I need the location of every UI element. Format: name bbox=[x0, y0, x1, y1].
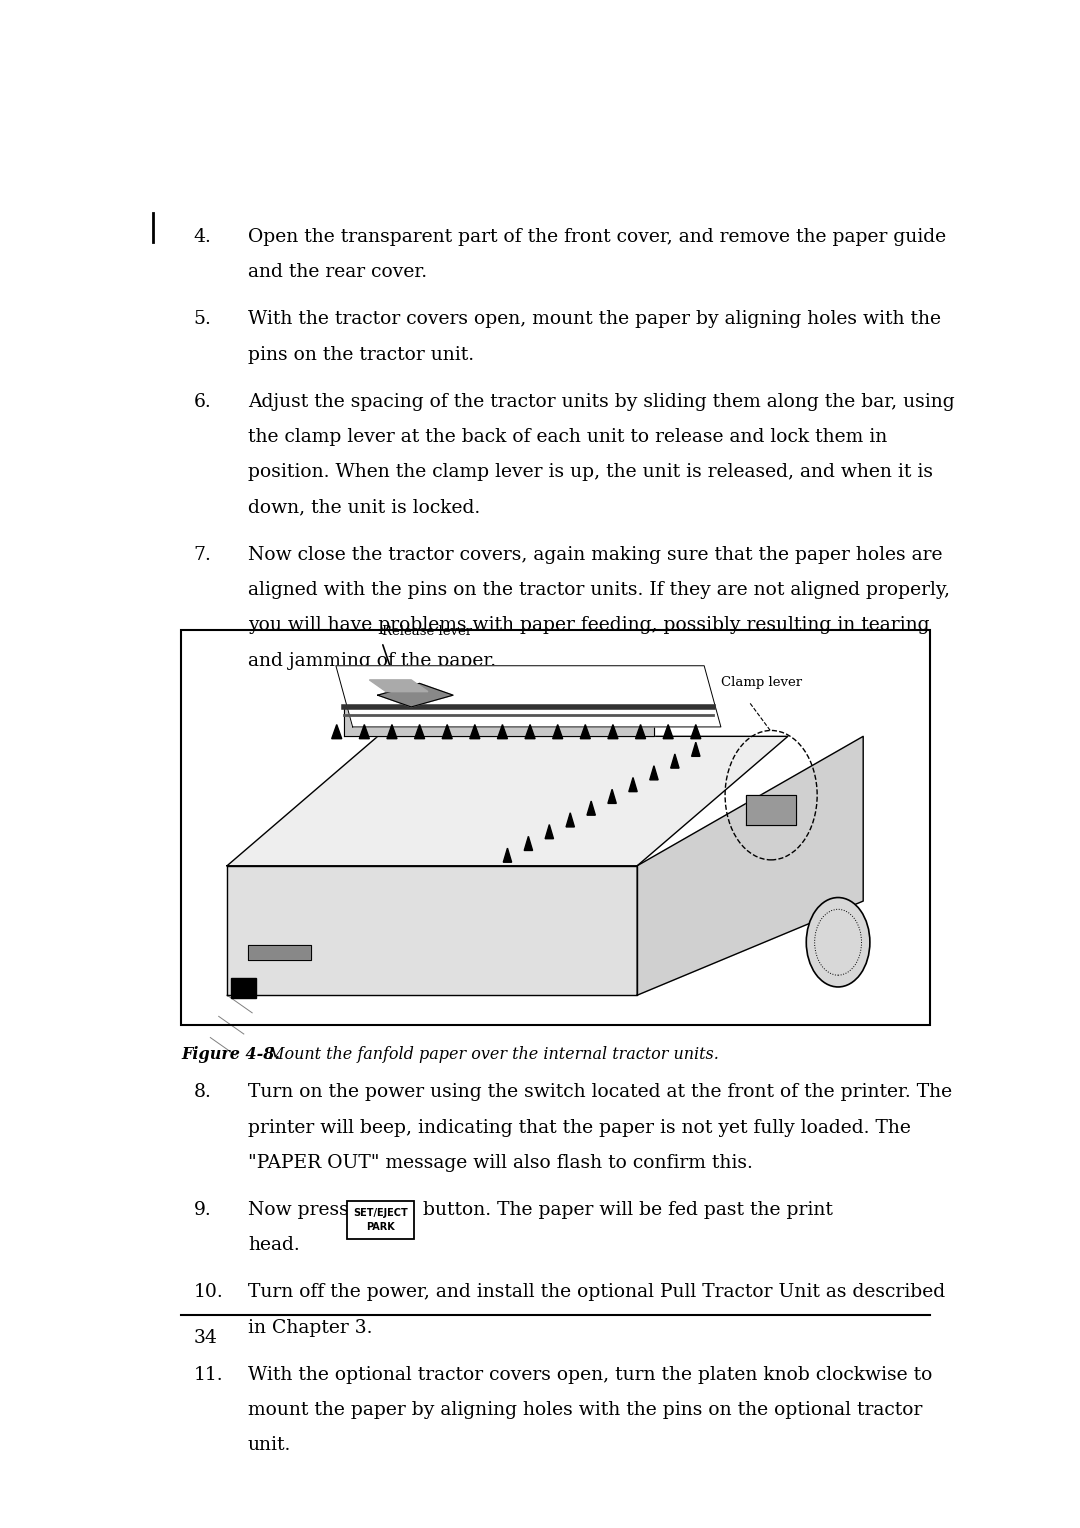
Text: you will have problems with paper feeding, possibly resulting in tearing: you will have problems with paper feedin… bbox=[248, 616, 930, 634]
Text: and jamming of the paper.: and jamming of the paper. bbox=[248, 651, 496, 669]
Polygon shape bbox=[415, 724, 424, 738]
Text: aligned with the pins on the tractor units. If they are not aligned properly,: aligned with the pins on the tractor uni… bbox=[248, 581, 950, 599]
Text: 11.: 11. bbox=[193, 1366, 224, 1384]
Polygon shape bbox=[545, 825, 554, 839]
Polygon shape bbox=[608, 724, 618, 738]
Polygon shape bbox=[498, 724, 508, 738]
Polygon shape bbox=[387, 724, 397, 738]
Text: SET/EJECT: SET/EJECT bbox=[353, 1207, 407, 1218]
Polygon shape bbox=[663, 724, 673, 738]
Polygon shape bbox=[227, 866, 637, 995]
Polygon shape bbox=[360, 724, 369, 738]
Text: pins on the tractor unit.: pins on the tractor unit. bbox=[248, 345, 474, 364]
Text: Now close the tractor covers, again making sure that the paper holes are: Now close the tractor covers, again maki… bbox=[248, 545, 943, 564]
Polygon shape bbox=[524, 836, 532, 851]
Text: 5.: 5. bbox=[193, 310, 212, 329]
Text: Mount the fanfold paper over the internal tractor units.: Mount the fanfold paper over the interna… bbox=[264, 1045, 719, 1063]
Text: Open the transparent part of the front cover, and remove the paper guide: Open the transparent part of the front c… bbox=[248, 228, 946, 246]
Polygon shape bbox=[553, 724, 563, 738]
Text: the clamp lever at the back of each unit to release and lock them in: the clamp lever at the back of each unit… bbox=[248, 428, 888, 446]
Text: With the optional tractor covers open, turn the platen knob clockwise to: With the optional tractor covers open, t… bbox=[248, 1366, 932, 1384]
Polygon shape bbox=[227, 736, 788, 866]
Text: 7.: 7. bbox=[193, 545, 212, 564]
Text: position. When the clamp lever is up, the unit is released, and when it is: position. When the clamp lever is up, th… bbox=[248, 463, 933, 481]
Text: Turn off the power, and install the optional Pull Tractor Unit as described: Turn off the power, and install the opti… bbox=[248, 1284, 945, 1302]
Polygon shape bbox=[369, 680, 428, 692]
Text: Now press the: Now press the bbox=[248, 1201, 391, 1219]
Text: mount the paper by aligning holes with the pins on the optional tractor: mount the paper by aligning holes with t… bbox=[248, 1401, 922, 1420]
Polygon shape bbox=[345, 707, 653, 736]
Polygon shape bbox=[588, 801, 595, 814]
Text: 9.: 9. bbox=[193, 1201, 212, 1219]
Polygon shape bbox=[608, 790, 617, 804]
Polygon shape bbox=[470, 724, 480, 738]
Text: PARK: PARK bbox=[366, 1222, 394, 1232]
Polygon shape bbox=[566, 813, 575, 827]
Polygon shape bbox=[671, 753, 679, 769]
Polygon shape bbox=[248, 944, 311, 960]
Text: in Chapter 3.: in Chapter 3. bbox=[248, 1319, 373, 1337]
Text: 6.: 6. bbox=[193, 393, 212, 411]
Text: head.: head. bbox=[248, 1236, 300, 1254]
Polygon shape bbox=[378, 683, 454, 707]
Circle shape bbox=[807, 897, 869, 987]
Text: Adjust the spacing of the tractor units by sliding them along the bar, using: Adjust the spacing of the tractor units … bbox=[248, 393, 955, 411]
Text: printer will beep, indicating that the paper is not yet fully loaded. The: printer will beep, indicating that the p… bbox=[248, 1118, 910, 1137]
Polygon shape bbox=[629, 778, 637, 792]
Text: "PAPER OUT" message will also flash to confirm this.: "PAPER OUT" message will also flash to c… bbox=[248, 1154, 753, 1172]
Text: 8.: 8. bbox=[193, 1083, 212, 1102]
Text: and the rear cover.: and the rear cover. bbox=[248, 263, 427, 281]
Text: With the tractor covers open, mount the paper by aligning holes with the: With the tractor covers open, mount the … bbox=[248, 310, 941, 329]
Text: Clamp lever: Clamp lever bbox=[721, 677, 802, 689]
Polygon shape bbox=[442, 724, 453, 738]
Text: 4.: 4. bbox=[193, 228, 212, 246]
Polygon shape bbox=[691, 724, 701, 738]
Text: unit.: unit. bbox=[248, 1436, 292, 1455]
Text: 34: 34 bbox=[193, 1329, 217, 1348]
Polygon shape bbox=[650, 766, 658, 779]
Polygon shape bbox=[525, 724, 535, 738]
Polygon shape bbox=[580, 724, 591, 738]
Polygon shape bbox=[336, 666, 721, 727]
Text: Release lever: Release lever bbox=[382, 625, 472, 637]
Polygon shape bbox=[691, 743, 700, 756]
Text: Figure 4-8.: Figure 4-8. bbox=[181, 1045, 280, 1063]
Polygon shape bbox=[746, 795, 796, 825]
Polygon shape bbox=[332, 724, 341, 738]
Polygon shape bbox=[637, 736, 863, 995]
Polygon shape bbox=[231, 978, 256, 998]
Text: down, the unit is locked.: down, the unit is locked. bbox=[248, 498, 481, 516]
Text: button. The paper will be fed past the print: button. The paper will be fed past the p… bbox=[417, 1201, 833, 1219]
Bar bbox=[347, 1201, 414, 1239]
Polygon shape bbox=[503, 848, 512, 862]
Polygon shape bbox=[635, 724, 646, 738]
Bar bbox=[181, 631, 930, 1025]
Text: 10.: 10. bbox=[193, 1284, 224, 1302]
Text: Turn on the power using the switch located at the front of the printer. The: Turn on the power using the switch locat… bbox=[248, 1083, 953, 1102]
